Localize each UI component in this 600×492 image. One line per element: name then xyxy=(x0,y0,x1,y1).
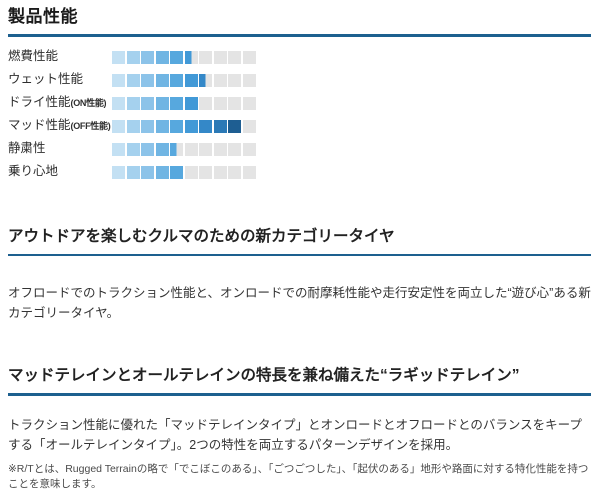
rating-segment xyxy=(213,165,227,179)
rating-segment xyxy=(213,50,227,64)
rating-segment xyxy=(170,50,183,64)
rating-segment xyxy=(155,142,169,156)
rating-bar xyxy=(112,119,256,133)
rating-segment xyxy=(126,142,140,156)
section-heading: マッドテレインとオールテレインの特長を兼ね備えた“ラギッドテレイン” xyxy=(8,367,520,384)
performance-ratings: 燃費性能 ウェット性能 ドライ性能(ON性能) マッド性能(OFF性能) 静粛性… xyxy=(8,50,591,179)
section-new-category: アウトドアを楽しむクルマのための新カテゴリータイヤ オフロードでのトラクション性… xyxy=(8,226,591,324)
rating-segment xyxy=(112,119,125,133)
rating-bar xyxy=(112,165,256,179)
rating-label: マッド性能(OFF性能) xyxy=(8,119,112,133)
rating-segment xyxy=(184,142,198,156)
rating-segment xyxy=(141,165,154,179)
rating-segment xyxy=(199,142,212,156)
section-body: トラクション性能に優れた「マッドテレインタイプ」とオンロードとオフロードとのバラ… xyxy=(8,417,582,452)
rating-segment xyxy=(170,96,183,110)
rating-segment xyxy=(126,73,140,87)
rating-row-mud: マッド性能(OFF性能) xyxy=(8,119,591,133)
rating-segment xyxy=(228,50,241,64)
section-body: オフロードでのトラクション性能と、オンロードでの耐摩耗性能や走行安定性を両立した… xyxy=(8,286,591,320)
rating-bar xyxy=(112,73,256,87)
rating-bar xyxy=(112,96,256,110)
rating-label-text: マッド性能 xyxy=(8,118,71,132)
rating-segment xyxy=(170,142,183,156)
rating-row-fuel: 燃費性能 xyxy=(8,50,591,64)
rating-label-sub: (ON性能) xyxy=(70,98,107,108)
rating-segment xyxy=(155,165,169,179)
rating-segment xyxy=(112,73,125,87)
rating-segment xyxy=(155,119,169,133)
rating-row-comfort: 乗り心地 xyxy=(8,165,591,179)
rating-row-quietness: 静粛性 xyxy=(8,142,591,156)
rating-segment xyxy=(228,96,241,110)
rating-segment xyxy=(242,50,256,64)
rating-segment xyxy=(228,142,241,156)
section-divider xyxy=(8,253,591,256)
rating-segment xyxy=(141,73,154,87)
section-divider xyxy=(8,393,591,396)
rating-segment xyxy=(155,73,169,87)
rating-label: 静粛性 xyxy=(8,142,112,156)
rating-segment xyxy=(170,119,183,133)
footnote: ※R/Tとは、Rugged Terrainの略で「でこぼこのある」、「ごつごつし… xyxy=(8,462,589,490)
rating-segment xyxy=(242,165,256,179)
rating-segment xyxy=(126,165,140,179)
rating-segment xyxy=(112,50,125,64)
rating-segment xyxy=(112,142,125,156)
rating-label: ドライ性能(ON性能) xyxy=(8,96,112,110)
rating-segment xyxy=(213,119,227,133)
rating-segment xyxy=(126,50,140,64)
rating-bar xyxy=(112,142,256,156)
section-rugged-terrain: マッドテレインとオールテレインの特長を兼ね備えた“ラギッドテレイン” トラクショ… xyxy=(8,365,591,492)
rating-segment xyxy=(112,96,125,110)
rating-label-text: ドライ性能 xyxy=(8,95,71,109)
rating-label: ウェット性能 xyxy=(8,73,112,87)
title-divider xyxy=(8,34,591,37)
rating-segment xyxy=(184,119,198,133)
rating-segment xyxy=(242,96,256,110)
section-heading: アウトドアを楽しむクルマのための新カテゴリータイヤ xyxy=(8,227,395,245)
rating-label-text: 乗り心地 xyxy=(8,164,59,178)
rating-segment xyxy=(155,50,169,64)
page-title: 製品性能 xyxy=(8,7,78,26)
rating-segment xyxy=(228,73,241,87)
rating-segment xyxy=(170,73,183,87)
rating-label-text: 静粛性 xyxy=(8,141,46,155)
rating-label-sub: (OFF性能) xyxy=(70,121,111,131)
rating-segment xyxy=(242,119,256,133)
rating-label-text: 燃費性能 xyxy=(8,49,59,63)
rating-segment xyxy=(141,50,154,64)
rating-segment xyxy=(112,165,125,179)
rating-segment xyxy=(242,73,256,87)
rating-segment xyxy=(213,96,227,110)
rating-segment xyxy=(184,73,198,87)
rating-segment xyxy=(213,73,227,87)
rating-segment xyxy=(170,165,183,179)
rating-segment xyxy=(228,165,241,179)
rating-segment xyxy=(126,119,140,133)
rating-label: 燃費性能 xyxy=(8,50,112,64)
rating-segment xyxy=(199,165,212,179)
rating-segment xyxy=(199,96,212,110)
rating-row-wet: ウェット性能 xyxy=(8,73,591,87)
rating-segment xyxy=(184,50,198,64)
rating-segment xyxy=(126,96,140,110)
rating-segment xyxy=(242,142,256,156)
rating-bar xyxy=(112,50,256,64)
rating-label-text: ウェット性能 xyxy=(8,72,84,86)
rating-segment xyxy=(141,119,154,133)
rating-segment xyxy=(199,119,212,133)
rating-segment xyxy=(141,142,154,156)
rating-segment xyxy=(228,119,241,133)
rating-segment xyxy=(199,73,212,87)
rating-label: 乗り心地 xyxy=(8,165,112,179)
rating-segment xyxy=(199,50,212,64)
rating-segment xyxy=(155,96,169,110)
rating-segment xyxy=(141,96,154,110)
rating-segment xyxy=(184,165,198,179)
rating-segment xyxy=(184,96,198,110)
rating-row-dry: ドライ性能(ON性能) xyxy=(8,96,591,110)
rating-segment xyxy=(213,142,227,156)
